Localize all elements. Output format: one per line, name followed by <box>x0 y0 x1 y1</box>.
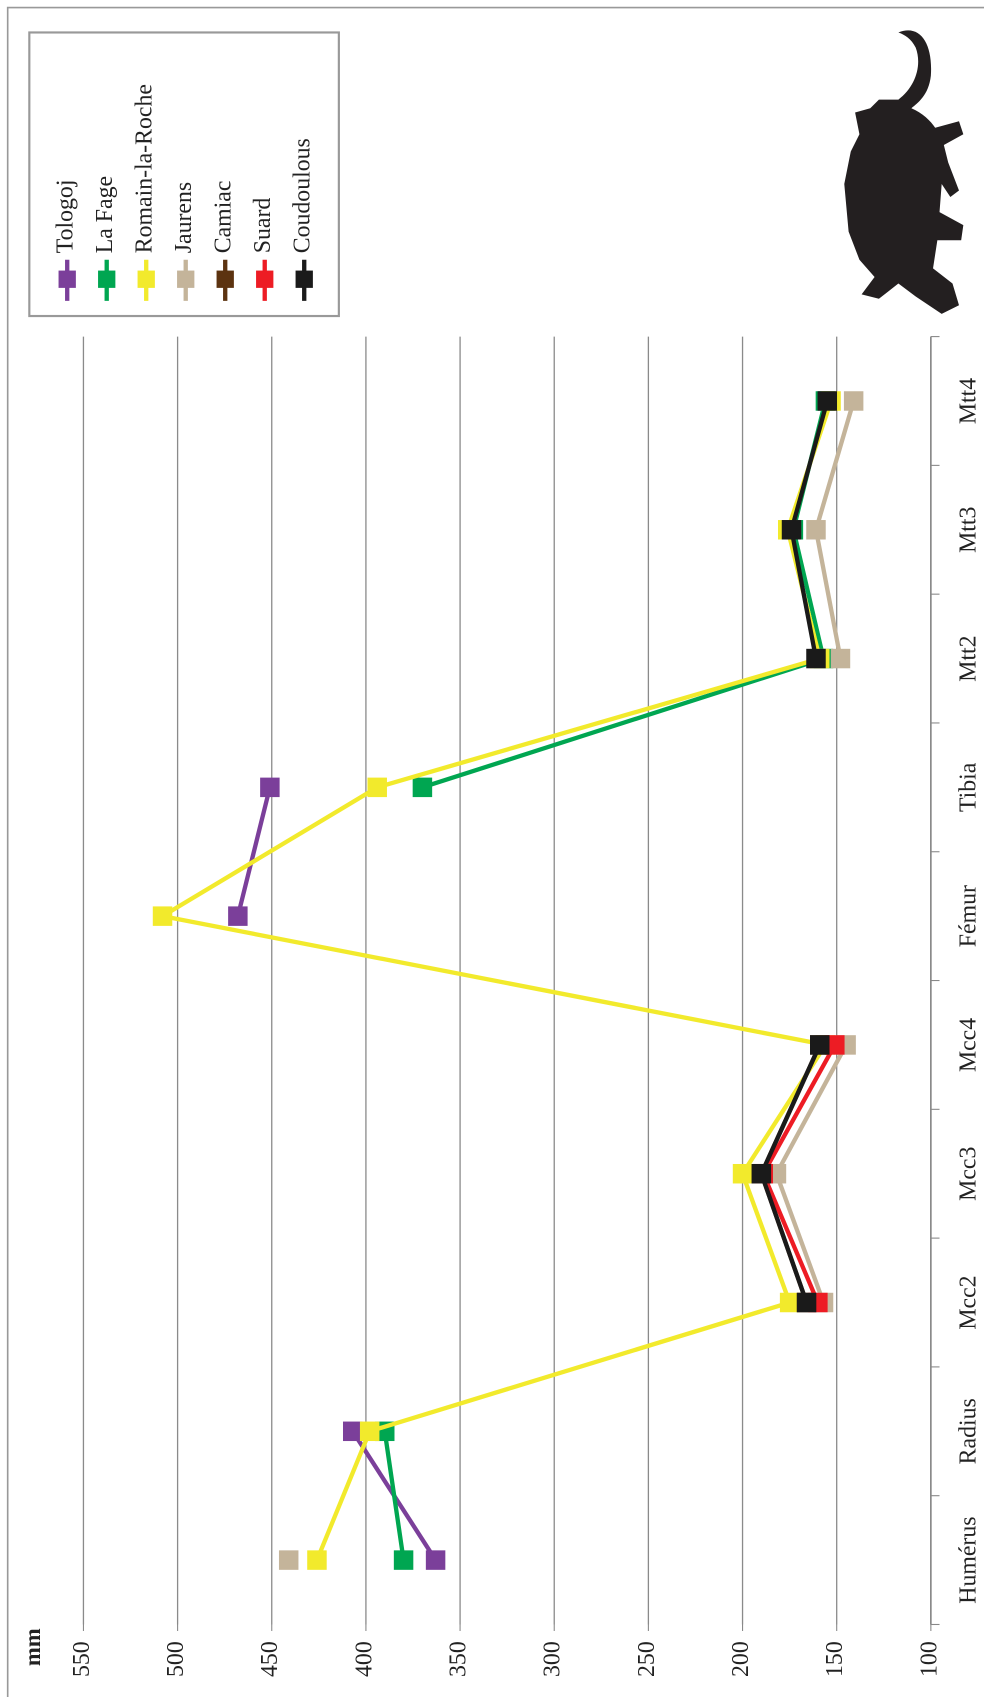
rhino-silhouette <box>844 30 964 314</box>
data-point <box>781 520 802 540</box>
y-tick-label: 400 <box>351 1641 377 1677</box>
data-point <box>732 1163 753 1184</box>
data-point <box>425 1550 446 1570</box>
data-point <box>806 520 826 540</box>
legend-marker <box>137 270 155 288</box>
x-tick-label: Tibia <box>955 762 981 812</box>
legend-label: Camiac <box>211 181 237 254</box>
x-tick-label: Mtt4 <box>955 378 981 424</box>
legend-marker <box>295 270 313 288</box>
data-point <box>810 1035 830 1055</box>
data-point <box>825 1035 845 1055</box>
data-point <box>393 1550 414 1570</box>
series-line <box>235 786 438 1562</box>
y-tick-label: 350 <box>446 1641 472 1677</box>
axis-label: mm <box>20 1628 45 1666</box>
data-point <box>779 1292 800 1313</box>
x-tick-label: Mtt2 <box>955 635 981 681</box>
x-tick-label: Mcc4 <box>955 1018 981 1072</box>
y-tick-label: 250 <box>634 1641 660 1677</box>
legend-marker <box>177 270 195 288</box>
x-tick-label: Radius <box>955 1398 981 1464</box>
legend-label: Romain-la-Roche <box>132 84 158 253</box>
y-tick-label: 300 <box>540 1641 566 1677</box>
y-tick-label: 550 <box>69 1641 95 1677</box>
data-point <box>843 391 864 411</box>
data-point <box>796 1292 817 1313</box>
legend-label: Jaurens <box>171 182 197 253</box>
data-point <box>359 1421 380 1442</box>
data-point <box>342 1421 363 1442</box>
x-tick-label: Mtt3 <box>955 507 981 553</box>
series-line <box>382 400 828 1561</box>
x-tick-label: Mcc3 <box>955 1147 981 1201</box>
frame <box>6 6 984 1697</box>
data-point <box>152 906 173 926</box>
data-point <box>412 777 433 798</box>
legend-label: Suard <box>250 198 276 254</box>
legend-marker <box>216 270 234 288</box>
legend-marker <box>58 270 76 288</box>
y-tick-label: 150 <box>822 1641 848 1677</box>
legend-marker <box>98 270 116 288</box>
x-tick-label: Fémur <box>955 885 981 947</box>
data-point <box>307 1550 327 1570</box>
data-point <box>806 648 826 669</box>
x-tick-label: Mcc2 <box>955 1275 981 1329</box>
y-tick-label: 200 <box>728 1641 754 1677</box>
y-tick-label: 100 <box>916 1641 942 1677</box>
legend-marker <box>256 270 274 288</box>
series-line <box>160 400 834 1561</box>
data-point <box>817 391 838 411</box>
data-point <box>278 1550 299 1570</box>
y-tick-label: 450 <box>257 1641 283 1677</box>
data-point <box>260 777 280 798</box>
data-point <box>751 1163 772 1184</box>
legend-label: Coudoulous <box>290 138 316 253</box>
legend-label: La Fage <box>92 176 118 253</box>
legend-label: Tologoj <box>53 180 79 254</box>
y-tick-label: 500 <box>163 1641 189 1677</box>
data-point <box>367 777 387 798</box>
data-point <box>830 648 851 669</box>
data-point <box>228 906 248 926</box>
x-tick-label: Humérus <box>955 1516 981 1603</box>
